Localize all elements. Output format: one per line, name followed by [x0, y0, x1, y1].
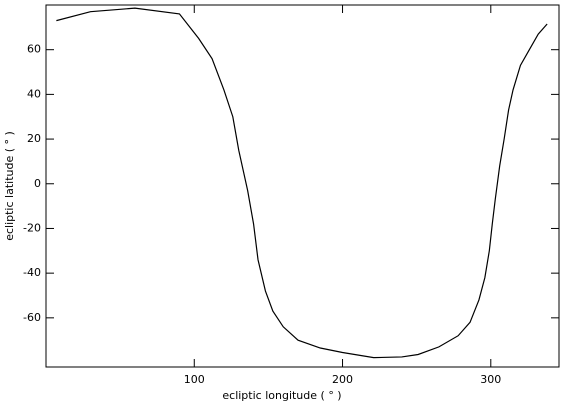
y-axis-label: ecliptic latitude ( ° ) — [3, 131, 16, 241]
x-tick-label: 300 — [480, 373, 501, 386]
y-tick-label: -60 — [23, 311, 41, 324]
x-axis-label: ecliptic longitude ( ° ) — [222, 389, 341, 402]
y-tick-label: -20 — [23, 221, 41, 234]
x-tick-label: 200 — [332, 373, 353, 386]
y-tick-label: 40 — [27, 87, 41, 100]
x-tick-label: 100 — [184, 373, 205, 386]
y-tick-label: 60 — [27, 43, 41, 56]
y-tick-label: 0 — [34, 177, 41, 190]
y-tick-label: -40 — [23, 266, 41, 279]
plot-frame — [45, 4, 560, 368]
y-tick-label: 20 — [27, 132, 41, 145]
line — [56, 7, 548, 359]
